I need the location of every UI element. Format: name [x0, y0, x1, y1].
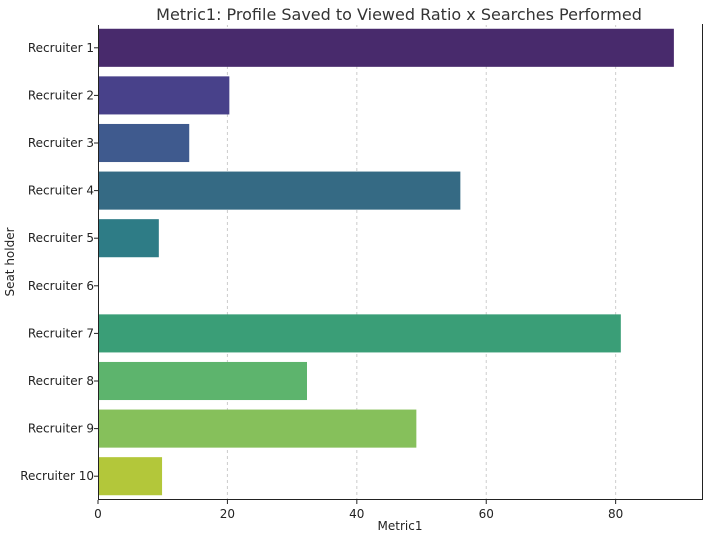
y-tick-label: Recruiter 8 — [28, 374, 94, 388]
bar-recruiter-5 — [98, 219, 159, 258]
y-axis-label: Seat holder — [3, 227, 17, 296]
x-tick-label: 20 — [220, 507, 235, 521]
x-axis-label: Metric1 — [378, 519, 423, 533]
bar-recruiter-9 — [98, 409, 417, 448]
chart-title: Metric1: Profile Saved to Viewed Ratio x… — [156, 5, 642, 24]
y-tick-label: Recruiter 10 — [20, 469, 94, 483]
y-tick-label: Recruiter 6 — [28, 279, 94, 293]
bar-recruiter-8 — [98, 361, 307, 401]
y-tick-label: Recruiter 7 — [28, 326, 94, 340]
y-tick-label: Recruiter 2 — [28, 88, 94, 102]
axes — [98, 24, 703, 500]
x-tick-label: 40 — [349, 507, 364, 521]
y-tick-label: Recruiter 3 — [28, 136, 94, 150]
y-tick-labels: Recruiter 1 Recruiter 2 Recruiter 3 Recruit… — [20, 41, 98, 483]
bar-recruiter-4 — [98, 171, 461, 210]
bar-recruiter-2 — [98, 76, 230, 115]
y-tick-label: Recruiter 9 — [28, 422, 94, 436]
y-tick-label: Recruiter 1 — [28, 41, 94, 55]
bar-recruiter-7 — [98, 314, 621, 353]
bar-recruiter-1 — [98, 28, 674, 67]
bar-recruiter-10 — [98, 457, 163, 496]
x-tick-label: 0 — [94, 507, 102, 521]
x-tick-labels: 0 20 40 60 80 — [94, 500, 623, 521]
y-tick-label: Recruiter 5 — [28, 231, 94, 245]
bars — [98, 28, 674, 496]
bar-recruiter-3 — [98, 123, 190, 163]
x-tick-label: 60 — [479, 507, 494, 521]
y-tick-label: Recruiter 4 — [28, 184, 94, 198]
x-tick-label: 80 — [608, 507, 623, 521]
